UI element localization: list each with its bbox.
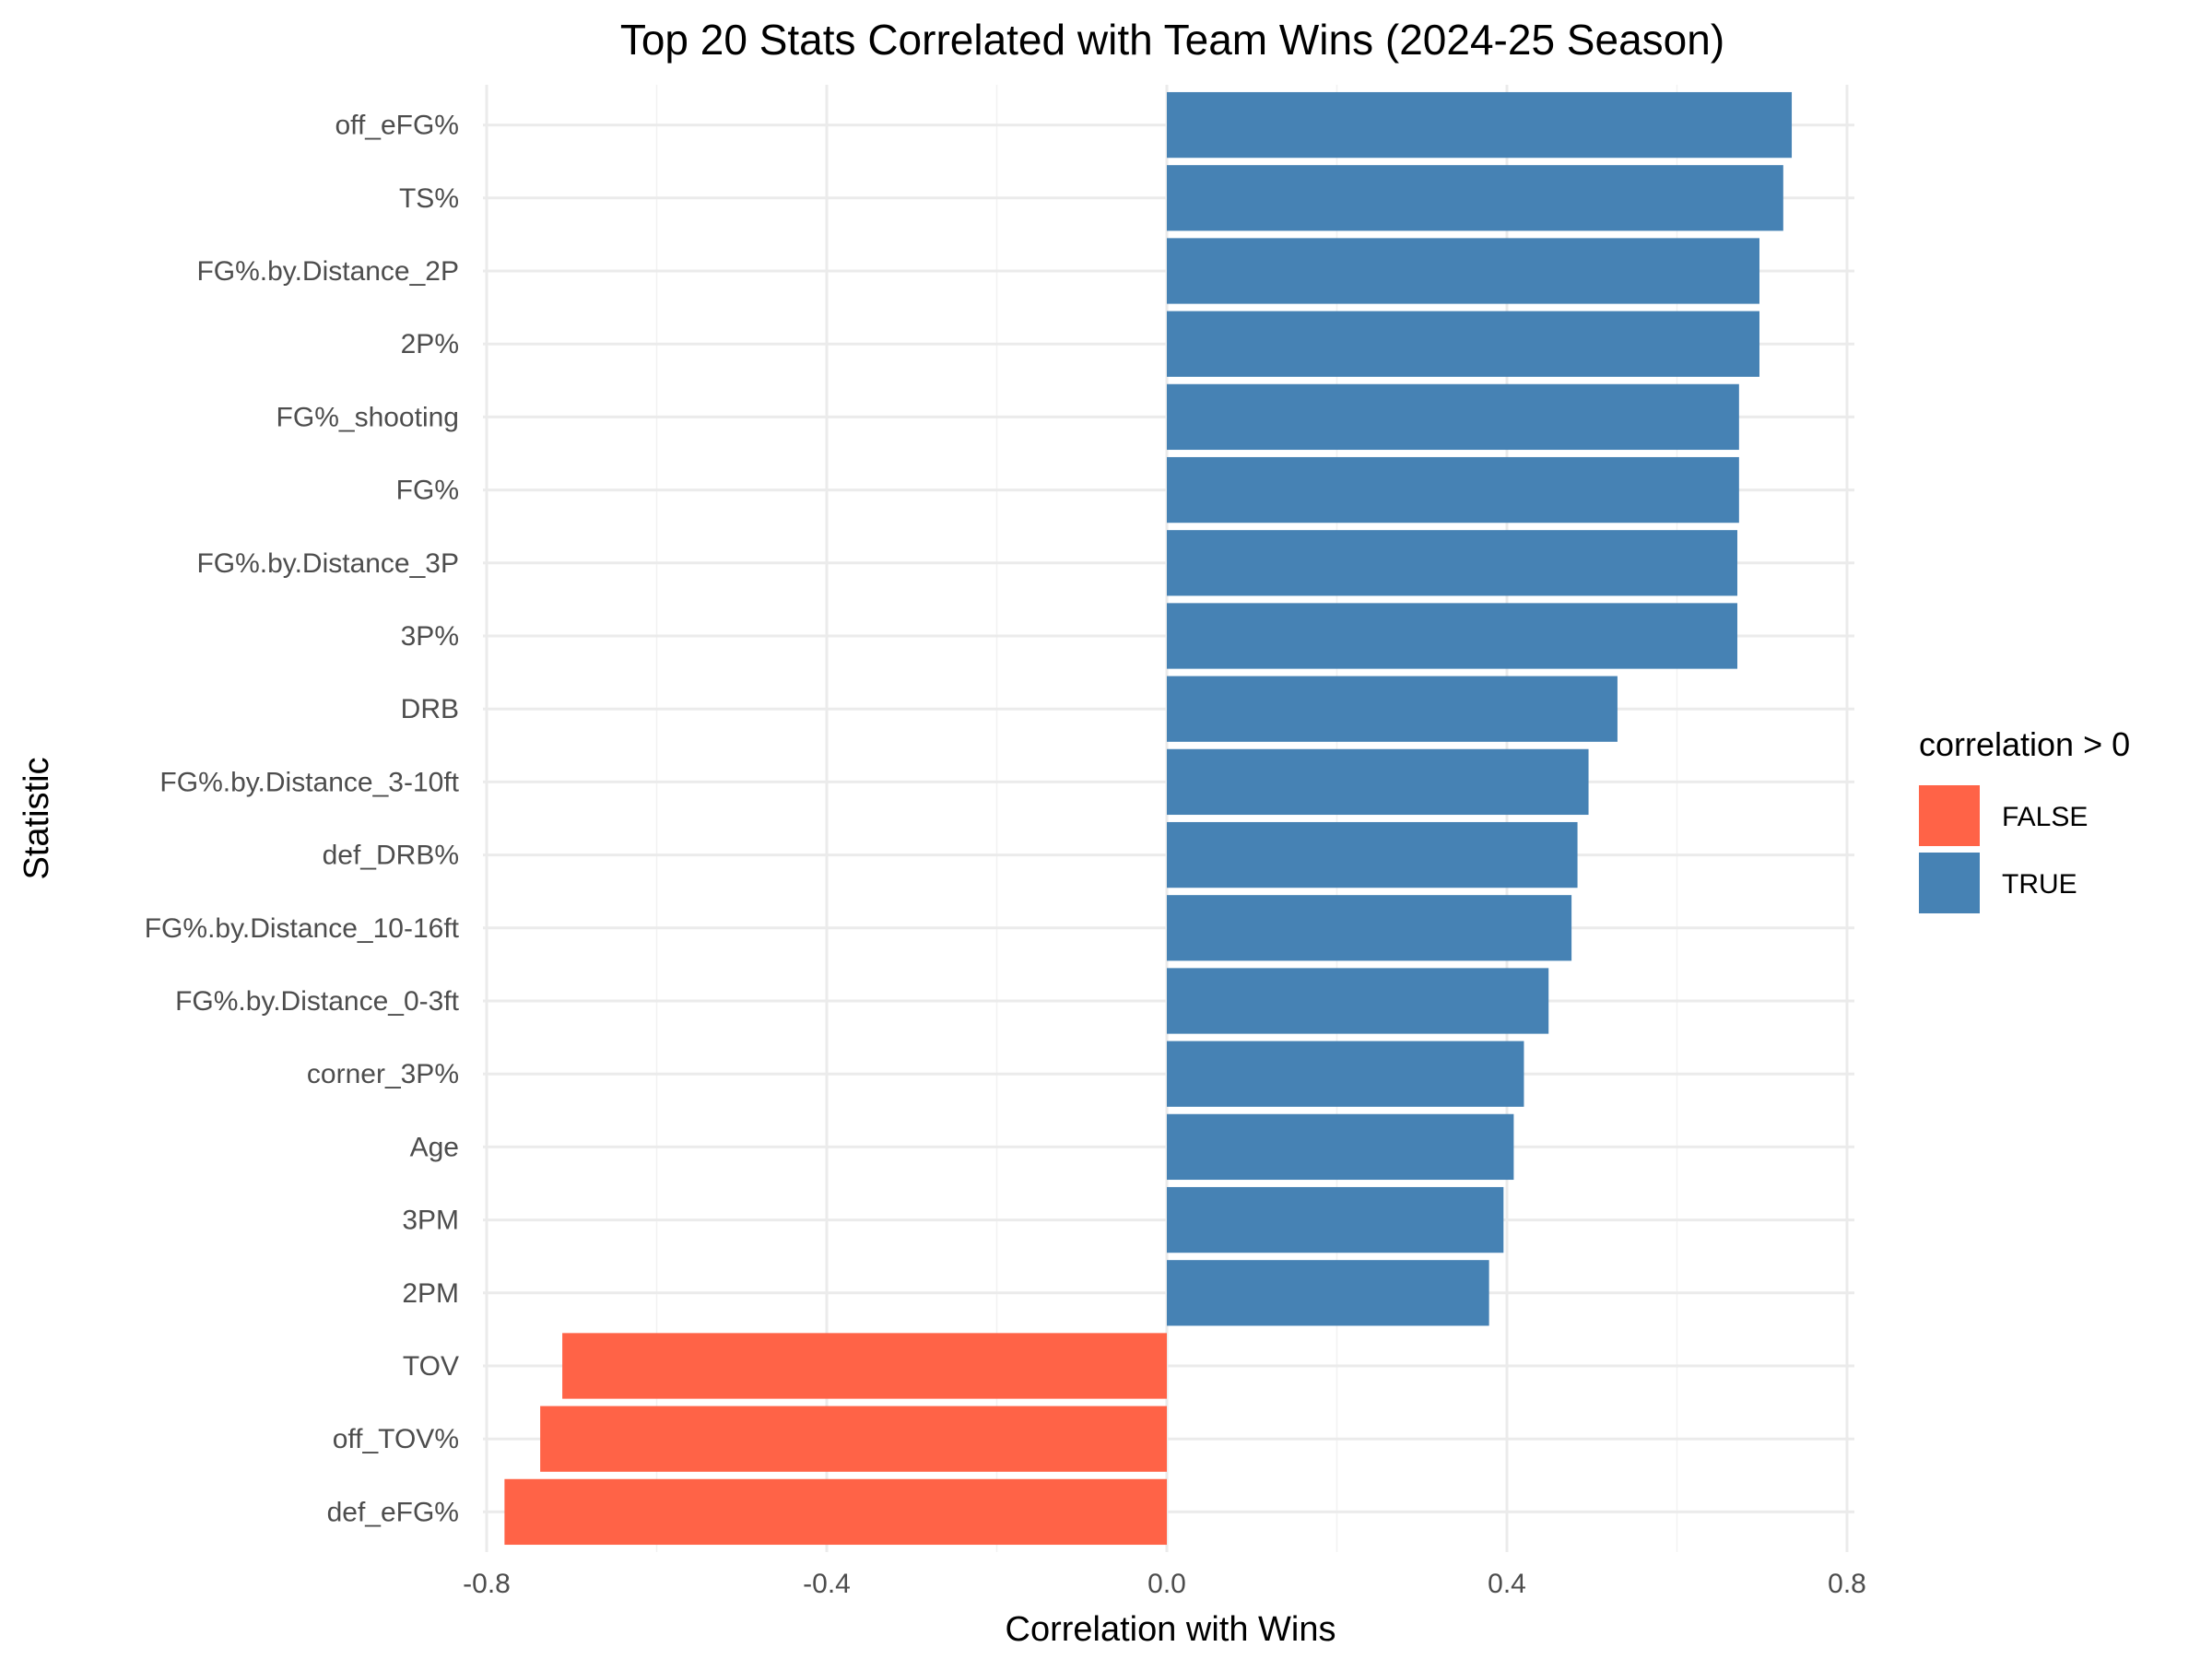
x-tick-label: 0.0 <box>1147 1569 1186 1599</box>
y-tick-label: FG%.by.Distance_10-16ft <box>145 913 460 944</box>
bar <box>504 1478 1167 1546</box>
y-tick-label: Age <box>410 1132 459 1162</box>
bar <box>1167 1041 1524 1107</box>
bar <box>1167 1113 1514 1181</box>
y-tick-label: FG%.by.Distance_3P <box>196 548 459 579</box>
legend-items: FALSE TRUE <box>1919 785 2088 913</box>
y-axis-title: Statistic <box>18 757 56 879</box>
bar <box>1167 165 1783 231</box>
bar <box>540 1406 1167 1472</box>
y-tick-label: 2P% <box>401 329 459 359</box>
legend: correlation > 0 FALSE TRUE <box>1919 725 2130 913</box>
y-tick-label: off_TOV% <box>333 1424 459 1454</box>
bar <box>1167 311 1759 377</box>
chart-title: Top 20 Stats Correlated with Team Wins (… <box>620 16 1724 64</box>
bar <box>1167 238 1759 304</box>
x-axis-title: Correlation with Wins <box>1006 1610 1336 1649</box>
y-tick-label: DRB <box>401 694 459 724</box>
bar <box>1167 91 1793 159</box>
y-tick-label: corner_3P% <box>307 1059 459 1089</box>
legend-title: correlation > 0 <box>1919 725 2130 763</box>
bar <box>1167 383 1739 451</box>
y-tick-label: TS% <box>399 183 459 214</box>
y-tick-label: FG%.by.Distance_3-10ft <box>159 767 459 797</box>
bar <box>1167 456 1739 524</box>
bar <box>1167 530 1737 596</box>
y-tick-label: FG% <box>396 476 459 506</box>
x-tick-label: 0.8 <box>1828 1569 1866 1599</box>
x-tick-label: -0.8 <box>463 1569 511 1599</box>
y-tick-label: def_eFG% <box>327 1497 459 1527</box>
legend-key <box>1919 853 1980 913</box>
y-tick-labels: off_eFG% TS% FG%.by.Distance_2P 2P% FG%_shoo… <box>145 111 460 1528</box>
bar <box>562 1333 1167 1399</box>
bars <box>504 91 1793 1546</box>
legend-label: FALSE <box>2002 802 2088 832</box>
y-tick-label: FG%_shooting <box>276 402 459 432</box>
y-tick-label: 2PM <box>402 1278 459 1309</box>
x-tick-labels: -0.8 -0.4 0.0 0.4 0.8 <box>463 1569 1866 1599</box>
x-tick-label: 0.4 <box>1488 1569 1526 1599</box>
x-tick-label: -0.4 <box>803 1569 851 1599</box>
bar <box>1167 1260 1489 1326</box>
gridlines <box>483 85 1854 1552</box>
bar <box>1167 603 1737 669</box>
y-tick-label: off_eFG% <box>335 111 459 141</box>
bar <box>1167 748 1589 816</box>
legend-key <box>1919 785 1980 846</box>
y-tick-label: TOV <box>403 1351 459 1382</box>
y-tick-label: 3P% <box>401 621 459 652</box>
legend-label: TRUE <box>2002 869 2077 900</box>
bar <box>1167 968 1549 1034</box>
y-tick-label: def_DRB% <box>323 841 459 871</box>
y-tick-label: FG%.by.Distance_2P <box>196 256 459 287</box>
bar <box>1167 821 1578 888</box>
y-tick-label: 3PM <box>402 1206 459 1236</box>
bar <box>1167 1186 1504 1253</box>
bar <box>1167 676 1618 742</box>
y-tick-label: FG%.by.Distance_0-3ft <box>175 986 460 1017</box>
bar <box>1167 895 1572 961</box>
